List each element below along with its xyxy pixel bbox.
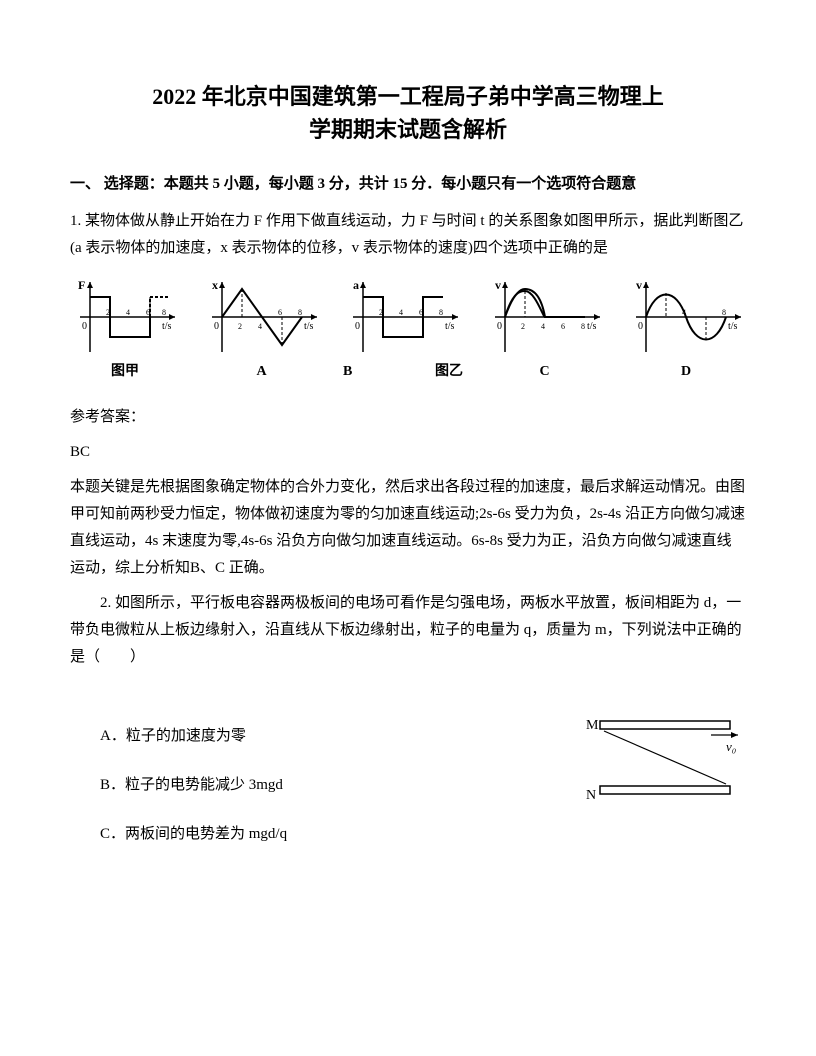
graph-B-label: B bbox=[343, 359, 352, 384]
svg-text:0: 0 bbox=[82, 321, 87, 332]
svg-text:8: 8 bbox=[298, 308, 302, 317]
question-1-answer: BC bbox=[70, 439, 746, 466]
svg-text:t/s: t/s bbox=[445, 321, 455, 332]
title-line-2: 学期期末试题含解析 bbox=[309, 117, 507, 142]
graph-A-label: A bbox=[202, 359, 322, 384]
section-1-header: 一、 选择题：本题共 5 小题，每小题 3 分，共计 15 分．每小题只有一个选… bbox=[70, 171, 746, 198]
svg-text:6: 6 bbox=[278, 308, 282, 317]
graph-D-label: D bbox=[626, 359, 746, 384]
svg-text:2: 2 bbox=[379, 308, 383, 317]
question-2-options: A．粒子的加速度为零 B．粒子的电势能减少 3mgd C．两板间的电势差为 mg… bbox=[70, 701, 566, 870]
graph-C: v t/s 0 2 4 6 8 C bbox=[485, 277, 605, 384]
svg-text:v: v bbox=[495, 278, 501, 292]
svg-text:6: 6 bbox=[419, 308, 423, 317]
svg-text:4: 4 bbox=[258, 322, 262, 331]
graph-jia: F t/s 0 2 4 6 8 图甲 bbox=[70, 277, 180, 384]
question-1-explanation: 本题关键是先根据图象确定物体的合外力变化，然后求出各段过程的加速度，最后求解运动… bbox=[70, 474, 746, 582]
svg-text:v₀: v₀ bbox=[726, 739, 736, 754]
svg-text:0: 0 bbox=[214, 321, 219, 332]
svg-text:t/s: t/s bbox=[162, 321, 172, 332]
graph-A: x t/s 0 2 4 6 8 A bbox=[202, 277, 322, 384]
svg-text:4: 4 bbox=[682, 308, 686, 317]
svg-text:2: 2 bbox=[106, 308, 110, 317]
svg-text:F: F bbox=[78, 278, 85, 292]
capacitor-figure: M N v₀ bbox=[586, 711, 746, 821]
graph-yi-label: 图乙 bbox=[435, 359, 463, 384]
svg-text:N: N bbox=[586, 788, 596, 803]
svg-text:v: v bbox=[636, 278, 642, 292]
svg-text:8: 8 bbox=[581, 322, 585, 331]
svg-text:0: 0 bbox=[355, 321, 360, 332]
svg-text:2: 2 bbox=[238, 322, 242, 331]
graph-D: v t/s 0 4 8 D bbox=[626, 277, 746, 384]
answer-label: 参考答案： bbox=[70, 404, 746, 431]
svg-text:4: 4 bbox=[126, 308, 130, 317]
question-1-text: 1. 某物体做从静止开始在力 F 作用下做直线运动，力 F 与时间 t 的关系图… bbox=[70, 208, 746, 262]
question-1-figures: F t/s 0 2 4 6 8 图甲 x t/s 0 bbox=[70, 277, 746, 384]
page-title: 2022 年北京中国建筑第一工程局子弟中学高三物理上 学期期末试题含解析 bbox=[70, 80, 746, 146]
svg-text:t/s: t/s bbox=[304, 321, 314, 332]
svg-text:a: a bbox=[353, 278, 359, 292]
svg-text:x: x bbox=[212, 278, 218, 292]
svg-text:8: 8 bbox=[162, 308, 166, 317]
question-2-text: 2. 如图所示，平行板电容器两极板间的电场可看作是匀强电场，两板水平放置，板间相… bbox=[70, 590, 746, 671]
graph-jia-label: 图甲 bbox=[70, 359, 180, 384]
svg-text:4: 4 bbox=[541, 322, 545, 331]
svg-text:0: 0 bbox=[497, 321, 502, 332]
svg-text:6: 6 bbox=[146, 308, 150, 317]
svg-text:M: M bbox=[586, 718, 599, 733]
option-C: C．两板间的电势差为 mgd/q bbox=[100, 821, 566, 848]
option-A: A．粒子的加速度为零 bbox=[100, 723, 566, 750]
option-B: B．粒子的电势能减少 3mgd bbox=[100, 772, 566, 799]
svg-text:t/s: t/s bbox=[728, 321, 738, 332]
svg-text:0: 0 bbox=[638, 321, 643, 332]
svg-text:6: 6 bbox=[561, 322, 565, 331]
svg-text:2: 2 bbox=[521, 322, 525, 331]
graph-C-label: C bbox=[485, 359, 605, 384]
graph-B: a t/s 0 2 4 6 8 B 图乙 bbox=[343, 277, 463, 384]
svg-text:8: 8 bbox=[439, 308, 443, 317]
question-2-row: A．粒子的加速度为零 B．粒子的电势能减少 3mgd C．两板间的电势差为 mg… bbox=[70, 701, 746, 870]
title-line-1: 2022 年北京中国建筑第一工程局子弟中学高三物理上 bbox=[152, 84, 664, 109]
svg-text:4: 4 bbox=[399, 308, 403, 317]
svg-text:t/s: t/s bbox=[587, 321, 597, 332]
svg-text:8: 8 bbox=[722, 308, 726, 317]
